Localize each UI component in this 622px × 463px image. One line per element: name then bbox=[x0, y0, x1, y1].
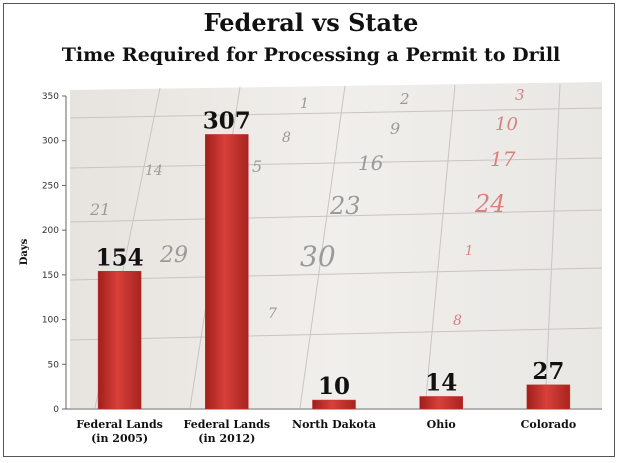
calendar-background: 1 2 9 16 23 30 14 21 29 8 7 5 1 8 3 10 1… bbox=[69, 82, 603, 409]
svg-text:8: 8 bbox=[453, 313, 462, 329]
y-tick-label: 250 bbox=[42, 181, 59, 191]
x-tick-label: North Dakota bbox=[292, 418, 376, 431]
data-label: 14 bbox=[425, 369, 457, 396]
svg-text:16: 16 bbox=[358, 151, 384, 175]
data-label: 10 bbox=[318, 373, 350, 400]
svg-text:30: 30 bbox=[300, 240, 336, 273]
y-tick-label: 100 bbox=[42, 316, 59, 326]
x-tick-label: Federal Lands bbox=[76, 418, 163, 431]
data-label: 27 bbox=[532, 358, 564, 385]
y-axis-label: Days bbox=[19, 238, 30, 265]
y-tick-label: 350 bbox=[42, 92, 59, 102]
svg-text:29: 29 bbox=[159, 243, 188, 268]
svg-text:23: 23 bbox=[329, 192, 361, 220]
svg-text:21: 21 bbox=[89, 200, 110, 219]
chart-title: Federal vs State bbox=[203, 8, 419, 37]
data-label: 154 bbox=[96, 244, 144, 271]
svg-text:2: 2 bbox=[399, 90, 410, 108]
svg-text:8: 8 bbox=[282, 130, 291, 146]
svg-text:9: 9 bbox=[390, 119, 400, 138]
bar bbox=[526, 384, 571, 410]
bar bbox=[97, 271, 142, 410]
data-label: 307 bbox=[203, 107, 251, 134]
svg-text:14: 14 bbox=[145, 163, 163, 179]
x-tick-label: (in 2005) bbox=[91, 432, 148, 445]
bar bbox=[312, 399, 356, 410]
y-tick-label: 150 bbox=[42, 271, 59, 281]
svg-text:1: 1 bbox=[300, 96, 309, 112]
x-tick-label: (in 2012) bbox=[198, 432, 255, 445]
svg-text:5: 5 bbox=[252, 157, 262, 176]
svg-text:17: 17 bbox=[490, 147, 516, 171]
y-tick-label: 50 bbox=[48, 360, 60, 370]
bar bbox=[205, 134, 249, 410]
svg-text:7: 7 bbox=[268, 306, 277, 322]
svg-text:10: 10 bbox=[495, 114, 518, 135]
y-tick-label: 300 bbox=[42, 137, 59, 147]
chart-subtitle: Time Required for Processing a Permit to… bbox=[61, 44, 561, 66]
x-tick-label: Federal Lands bbox=[184, 418, 271, 431]
x-tick-label: Colorado bbox=[521, 418, 577, 431]
svg-text:3: 3 bbox=[515, 86, 525, 104]
svg-text:24: 24 bbox=[474, 190, 506, 218]
y-tick-label: 200 bbox=[42, 226, 59, 236]
bar bbox=[419, 396, 463, 410]
x-tick-label: Ohio bbox=[427, 418, 456, 431]
y-tick-label: 0 bbox=[53, 405, 59, 415]
svg-text:1: 1 bbox=[465, 244, 473, 259]
